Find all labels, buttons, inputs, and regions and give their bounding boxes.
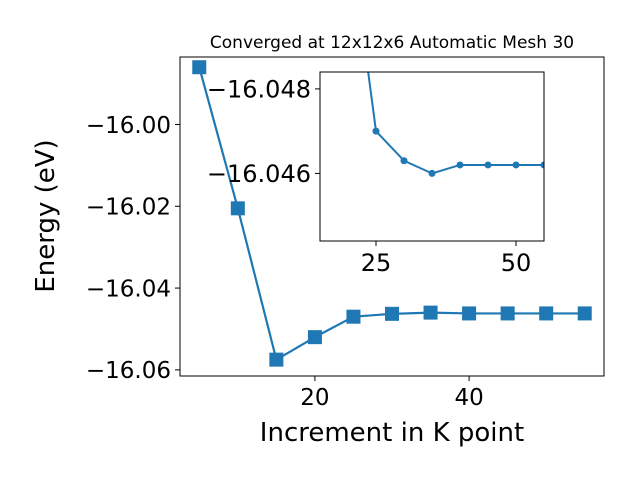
inset-x-ticks: 25 50 bbox=[361, 241, 532, 277]
inset-background bbox=[320, 72, 544, 241]
main-data-point bbox=[385, 306, 399, 321]
main-y-ticks: −16.00 −16.02 −16.04 −16.06 bbox=[86, 113, 180, 384]
main-data-point bbox=[307, 330, 322, 345]
main-data-point bbox=[192, 60, 207, 75]
inset-x-tick-label: 50 bbox=[501, 249, 532, 277]
x-axis-label: Increment in K point bbox=[260, 418, 524, 448]
inset-data-point bbox=[372, 127, 380, 135]
main-x-tick-label: 40 bbox=[454, 385, 483, 411]
main-data-point bbox=[539, 306, 554, 321]
main-plot: 20 40 −16.00−16.02−16.04−16.06 Converged … bbox=[31, 33, 605, 448]
main-y-tick-label: −16.00 bbox=[86, 113, 171, 139]
inset-y-tick-label: −16.048 bbox=[207, 76, 311, 104]
inset-data-point bbox=[456, 161, 464, 169]
main-x-tick-label: 20 bbox=[300, 385, 329, 411]
main-data-point bbox=[230, 201, 245, 216]
main-x-ticks: 20 40 bbox=[300, 376, 484, 411]
inset-data-point bbox=[428, 169, 436, 177]
main-series bbox=[192, 60, 592, 367]
main-data-point bbox=[462, 306, 477, 321]
main-data-point bbox=[346, 309, 361, 324]
inset-data-point bbox=[400, 157, 408, 165]
inset-data-point bbox=[484, 161, 492, 169]
main-data-point bbox=[577, 306, 592, 321]
y-axis-label: Energy (eV) bbox=[31, 139, 61, 292]
inset-data-point bbox=[540, 161, 544, 169]
main-y-tick-label: −16.04 bbox=[86, 276, 171, 302]
main-y-tick-label: −16.02 bbox=[86, 195, 171, 221]
inset-y-ticks: −16.048 −16.046 bbox=[207, 76, 320, 188]
inset-y-tick-label: −16.046 bbox=[207, 160, 311, 188]
main-y-tick-label: −16.06 bbox=[86, 358, 171, 384]
inset-axes-frame bbox=[319, 71, 545, 242]
main-data-point bbox=[500, 306, 515, 321]
main-data-point bbox=[269, 352, 284, 367]
main-axes-frame bbox=[179, 56, 605, 377]
inset-plot: 25 50 −16.048 −16.046 bbox=[207, 71, 545, 277]
inset-data-point bbox=[512, 161, 520, 169]
chart-title: Converged at 12x12x6 Automatic Mesh 30 bbox=[210, 33, 574, 53]
inset-x-tick-label: 25 bbox=[361, 249, 392, 277]
inset-series-line bbox=[367, 72, 544, 175]
inset-series bbox=[367, 72, 544, 177]
main-data-point bbox=[423, 305, 438, 320]
